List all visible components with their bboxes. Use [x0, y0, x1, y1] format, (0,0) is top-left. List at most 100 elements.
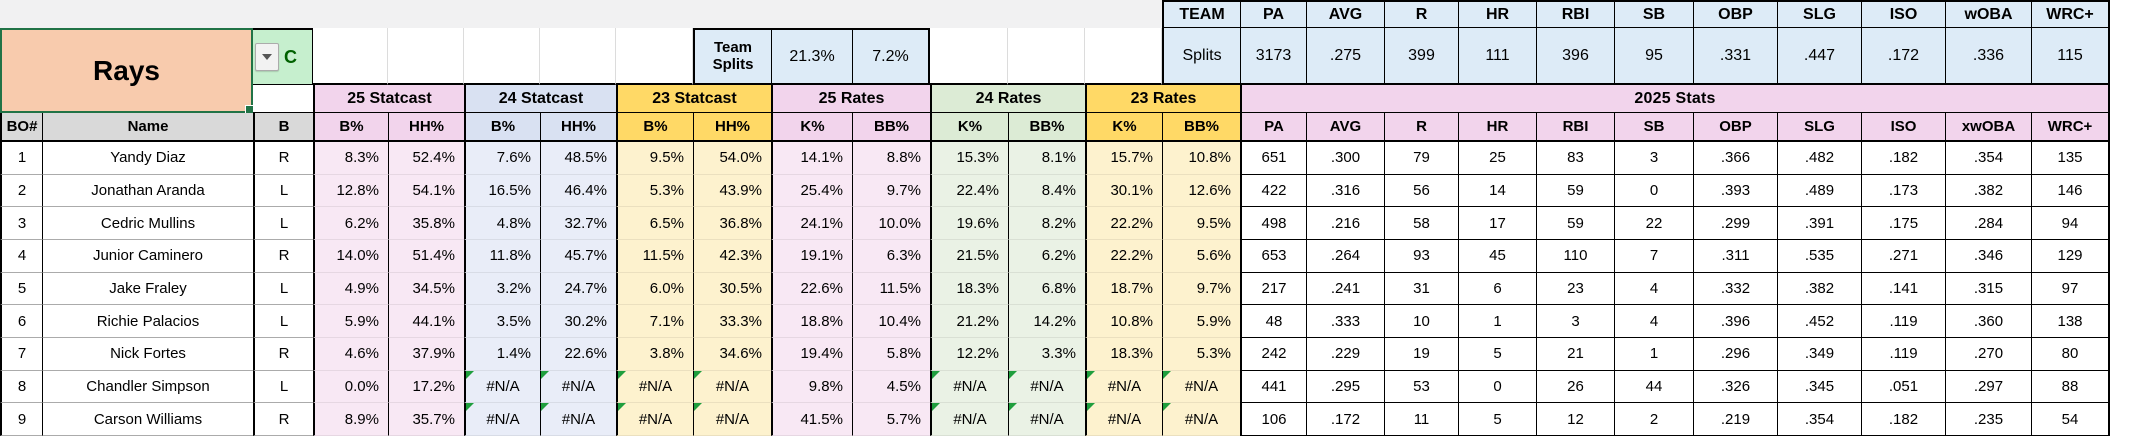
cell-metric-sc23-hh[interactable]: #N/A — [693, 370, 771, 404]
column-header-sc24-b[interactable]: B% — [464, 113, 540, 142]
cell-stat-iso[interactable]: .051 — [1861, 370, 1945, 404]
team-header-woba[interactable]: wOBA — [1945, 0, 2031, 28]
cell-metric-sc25-hh[interactable]: 34.5% — [388, 272, 464, 306]
cell-stat-rbi[interactable]: 110 — [1536, 239, 1614, 273]
cell-batting-order[interactable]: 8 — [0, 370, 42, 404]
cell-stat-obp[interactable]: .393 — [1693, 174, 1777, 208]
cell-metric-sc23-b[interactable]: #N/A — [616, 370, 693, 404]
cell-metric-r23-k[interactable]: 10.8% — [1085, 305, 1162, 338]
column-header-r24-k[interactable]: K% — [930, 113, 1008, 142]
cell-stat-iso[interactable]: .175 — [1861, 207, 1945, 240]
team-totals-value-cell[interactable]: .172 — [1861, 28, 1945, 85]
cell-metric-sc24-hh[interactable]: 46.4% — [540, 174, 616, 208]
cell-stat-rbi[interactable]: 59 — [1536, 174, 1614, 208]
cell-metric-r24-bb[interactable]: 8.1% — [1008, 142, 1085, 175]
team-splits-bb-pct-cell[interactable]: 7.2% — [852, 28, 930, 85]
cell-stat-slg[interactable]: .391 — [1777, 207, 1861, 240]
cell-metric-r23-bb[interactable]: 9.7% — [1162, 272, 1240, 306]
cell-metric-sc24-hh[interactable]: 45.7% — [540, 239, 616, 273]
cell-metric-r23-k[interactable]: #N/A — [1085, 370, 1162, 404]
cell-metric-sc25-b[interactable]: 12.8% — [313, 174, 388, 208]
cell-stat-obp[interactable]: .332 — [1693, 272, 1777, 306]
cell-metric-sc25-b[interactable]: 8.9% — [313, 403, 388, 436]
cell-bats[interactable]: L — [253, 174, 313, 208]
cell-stat-xwoba[interactable]: .284 — [1945, 207, 2031, 240]
cell-stat-wrc[interactable]: 97 — [2031, 272, 2110, 306]
cell-stat-slg[interactable]: .489 — [1777, 174, 1861, 208]
column-header-wrc[interactable]: WRC+ — [2031, 113, 2110, 142]
team-splits-k-pct-cell[interactable]: 21.3% — [771, 28, 852, 85]
group-header-24-rates[interactable]: 24 Rates — [930, 85, 1085, 113]
cell-metric-r23-bb[interactable]: 9.5% — [1162, 207, 1240, 240]
cell-metric-sc24-hh[interactable]: 32.7% — [540, 207, 616, 240]
cell-metric-sc24-hh[interactable]: 22.6% — [540, 337, 616, 371]
cell-stat-wrc[interactable]: 54 — [2031, 403, 2110, 436]
cell-metric-r23-bb[interactable]: #N/A — [1162, 403, 1240, 436]
cell-bats[interactable]: R — [253, 239, 313, 273]
cell-metric-r25-k[interactable]: 19.1% — [771, 239, 852, 273]
cell-stat-xwoba[interactable]: .360 — [1945, 305, 2031, 338]
column-header-hr[interactable]: HR — [1458, 113, 1536, 142]
team-totals-value-cell[interactable]: 399 — [1384, 28, 1458, 85]
cell-stat-wrc[interactable]: 129 — [2031, 239, 2110, 273]
team-header-obp[interactable]: OBP — [1693, 0, 1777, 28]
cell-metric-r25-k[interactable]: 9.8% — [771, 370, 852, 404]
column-header-pa[interactable]: PA — [1240, 113, 1306, 142]
selection-fill-handle[interactable] — [245, 105, 253, 113]
cell-metric-r25-bb[interactable]: 5.8% — [852, 337, 930, 371]
cell-stat-iso[interactable]: .182 — [1861, 142, 1945, 175]
cell-metric-sc25-b[interactable]: 5.9% — [313, 305, 388, 338]
cell-metric-sc25-hh[interactable]: 44.1% — [388, 305, 464, 338]
cell-metric-sc23-hh[interactable]: 43.9% — [693, 174, 771, 208]
cell-stat-slg[interactable]: .482 — [1777, 142, 1861, 175]
cell-player-name[interactable]: Junior Caminero — [42, 239, 253, 273]
cell-stat-sb[interactable]: 0 — [1614, 174, 1693, 208]
team-totals-value-cell[interactable]: 115 — [2031, 28, 2110, 85]
cell-metric-r24-k[interactable]: 22.4% — [930, 174, 1008, 208]
cell-metric-r23-bb[interactable]: 12.6% — [1162, 174, 1240, 208]
cell-metric-sc24-b[interactable]: 4.8% — [464, 207, 540, 240]
cell-metric-r23-k[interactable]: 22.2% — [1085, 207, 1162, 240]
column-header-xwoba[interactable]: xwOBA — [1945, 113, 2031, 142]
cell-stat-wrc[interactable]: 146 — [2031, 174, 2110, 208]
cell-stat-wrc[interactable]: 88 — [2031, 370, 2110, 404]
cell-player-name[interactable]: Chandler Simpson — [42, 370, 253, 404]
cell-metric-sc24-hh[interactable]: #N/A — [540, 403, 616, 436]
cell-metric-r25-bb[interactable]: 10.4% — [852, 305, 930, 338]
team-header-r[interactable]: R — [1384, 0, 1458, 28]
cell-metric-r24-bb[interactable]: 3.3% — [1008, 337, 1085, 371]
group-header-24-statcast[interactable]: 24 Statcast — [464, 85, 616, 113]
cell-stat-pa[interactable]: 441 — [1240, 370, 1306, 404]
column-header-r23-k[interactable]: K% — [1085, 113, 1162, 142]
team-header-avg[interactable]: AVG — [1306, 0, 1384, 28]
cell-batting-order[interactable]: 3 — [0, 207, 42, 240]
cell-metric-r24-k[interactable]: 18.3% — [930, 272, 1008, 306]
cell-stat-iso[interactable]: .119 — [1861, 305, 1945, 338]
cell-metric-sc23-b[interactable]: 3.8% — [616, 337, 693, 371]
cell-batting-order[interactable]: 2 — [0, 174, 42, 208]
cell-stat-sb[interactable]: 22 — [1614, 207, 1693, 240]
cell-metric-sc23-b[interactable]: 6.5% — [616, 207, 693, 240]
cell-metric-r23-bb[interactable]: #N/A — [1162, 370, 1240, 404]
cell-metric-r25-bb[interactable]: 11.5% — [852, 272, 930, 306]
cell-metric-sc24-hh[interactable]: 48.5% — [540, 142, 616, 175]
cell-metric-r24-bb[interactable]: 8.4% — [1008, 174, 1085, 208]
cell-stat-sb[interactable]: 4 — [1614, 272, 1693, 306]
cell-stat-obp[interactable]: .296 — [1693, 337, 1777, 371]
filter-dropdown-button[interactable] — [255, 43, 279, 71]
cell-metric-sc23-b[interactable]: 11.5% — [616, 239, 693, 273]
cell-metric-sc23-hh[interactable]: 30.5% — [693, 272, 771, 306]
cell-player-name[interactable]: Cedric Mullins — [42, 207, 253, 240]
cell-metric-r25-bb[interactable]: 4.5% — [852, 370, 930, 404]
cell-metric-r23-bb[interactable]: 5.6% — [1162, 239, 1240, 273]
cell-metric-sc25-hh[interactable]: 17.2% — [388, 370, 464, 404]
team-totals-row-label[interactable]: Splits — [1162, 28, 1240, 85]
cell-metric-r23-bb[interactable]: 10.8% — [1162, 142, 1240, 175]
cell-metric-sc23-hh[interactable]: 54.0% — [693, 142, 771, 175]
cell-stat-sb[interactable]: 3 — [1614, 142, 1693, 175]
cell-metric-r25-bb[interactable]: 8.8% — [852, 142, 930, 175]
column-header-avg[interactable]: AVG — [1306, 113, 1384, 142]
cell-metric-sc23-b[interactable]: #N/A — [616, 403, 693, 436]
cell-stat-pa[interactable]: 653 — [1240, 239, 1306, 273]
team-header-wrc[interactable]: WRC+ — [2031, 0, 2110, 28]
